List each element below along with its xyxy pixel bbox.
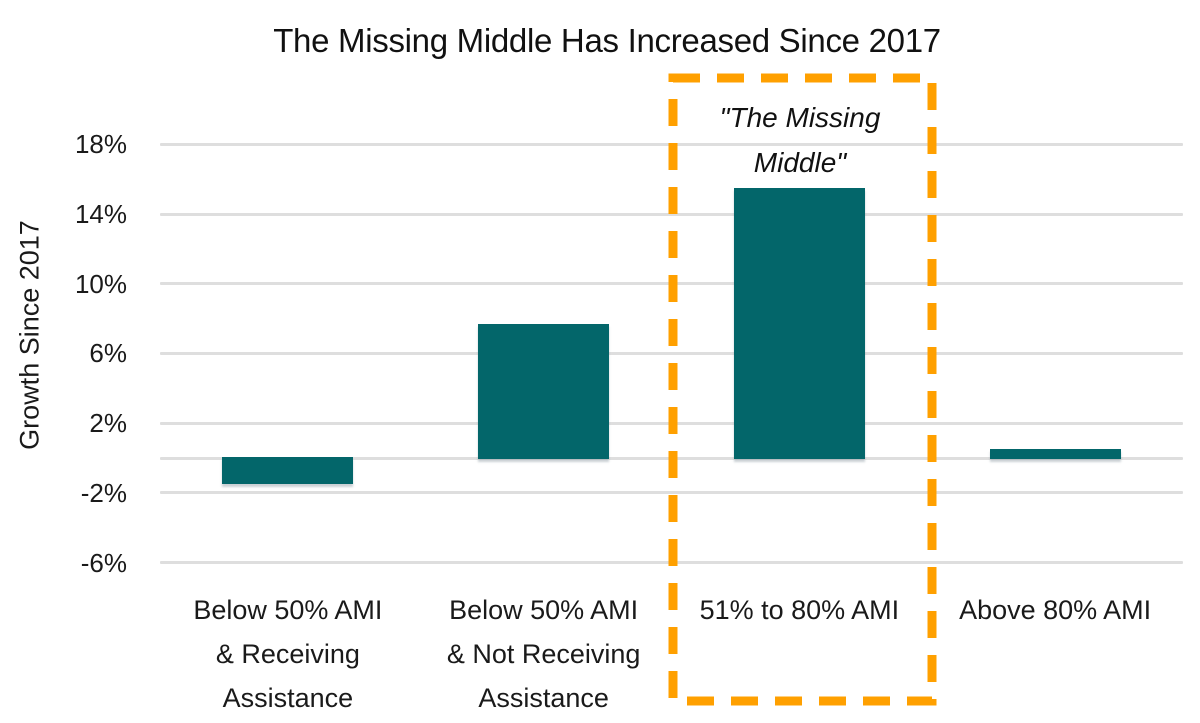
category-label: Below 50% AMI & Receiving Assistance — [193, 595, 383, 713]
chart-title: The Missing Middle Has Increased Since 2… — [273, 22, 941, 59]
gridline — [160, 421, 1183, 425]
gridline — [160, 351, 1183, 355]
y-tick-label: 14% — [74, 199, 127, 230]
gridline — [160, 212, 1183, 216]
gridline — [160, 491, 1183, 495]
gridline — [160, 142, 1183, 146]
y-tick-label: 6% — [89, 338, 127, 369]
y-tick-label: 18% — [74, 129, 127, 160]
category-label: 51% to 80% AMI — [699, 595, 900, 625]
bar — [222, 457, 354, 485]
gridline — [160, 282, 1183, 286]
y-tick-label: 10% — [74, 268, 127, 299]
y-tick-label: -2% — [80, 477, 127, 508]
bar — [478, 323, 610, 459]
gridline — [160, 561, 1183, 565]
missing-middle-annotation: "The Missing Middle" — [719, 102, 881, 178]
y-tick-label: 2% — [89, 408, 127, 439]
category-label: Below 50% AMI & Not Receiving Assistance — [446, 595, 641, 713]
y-tick-label: -6% — [80, 547, 127, 578]
bar — [989, 449, 1121, 459]
category-label: Above 80% AMI — [959, 595, 1152, 625]
bar — [733, 187, 865, 459]
